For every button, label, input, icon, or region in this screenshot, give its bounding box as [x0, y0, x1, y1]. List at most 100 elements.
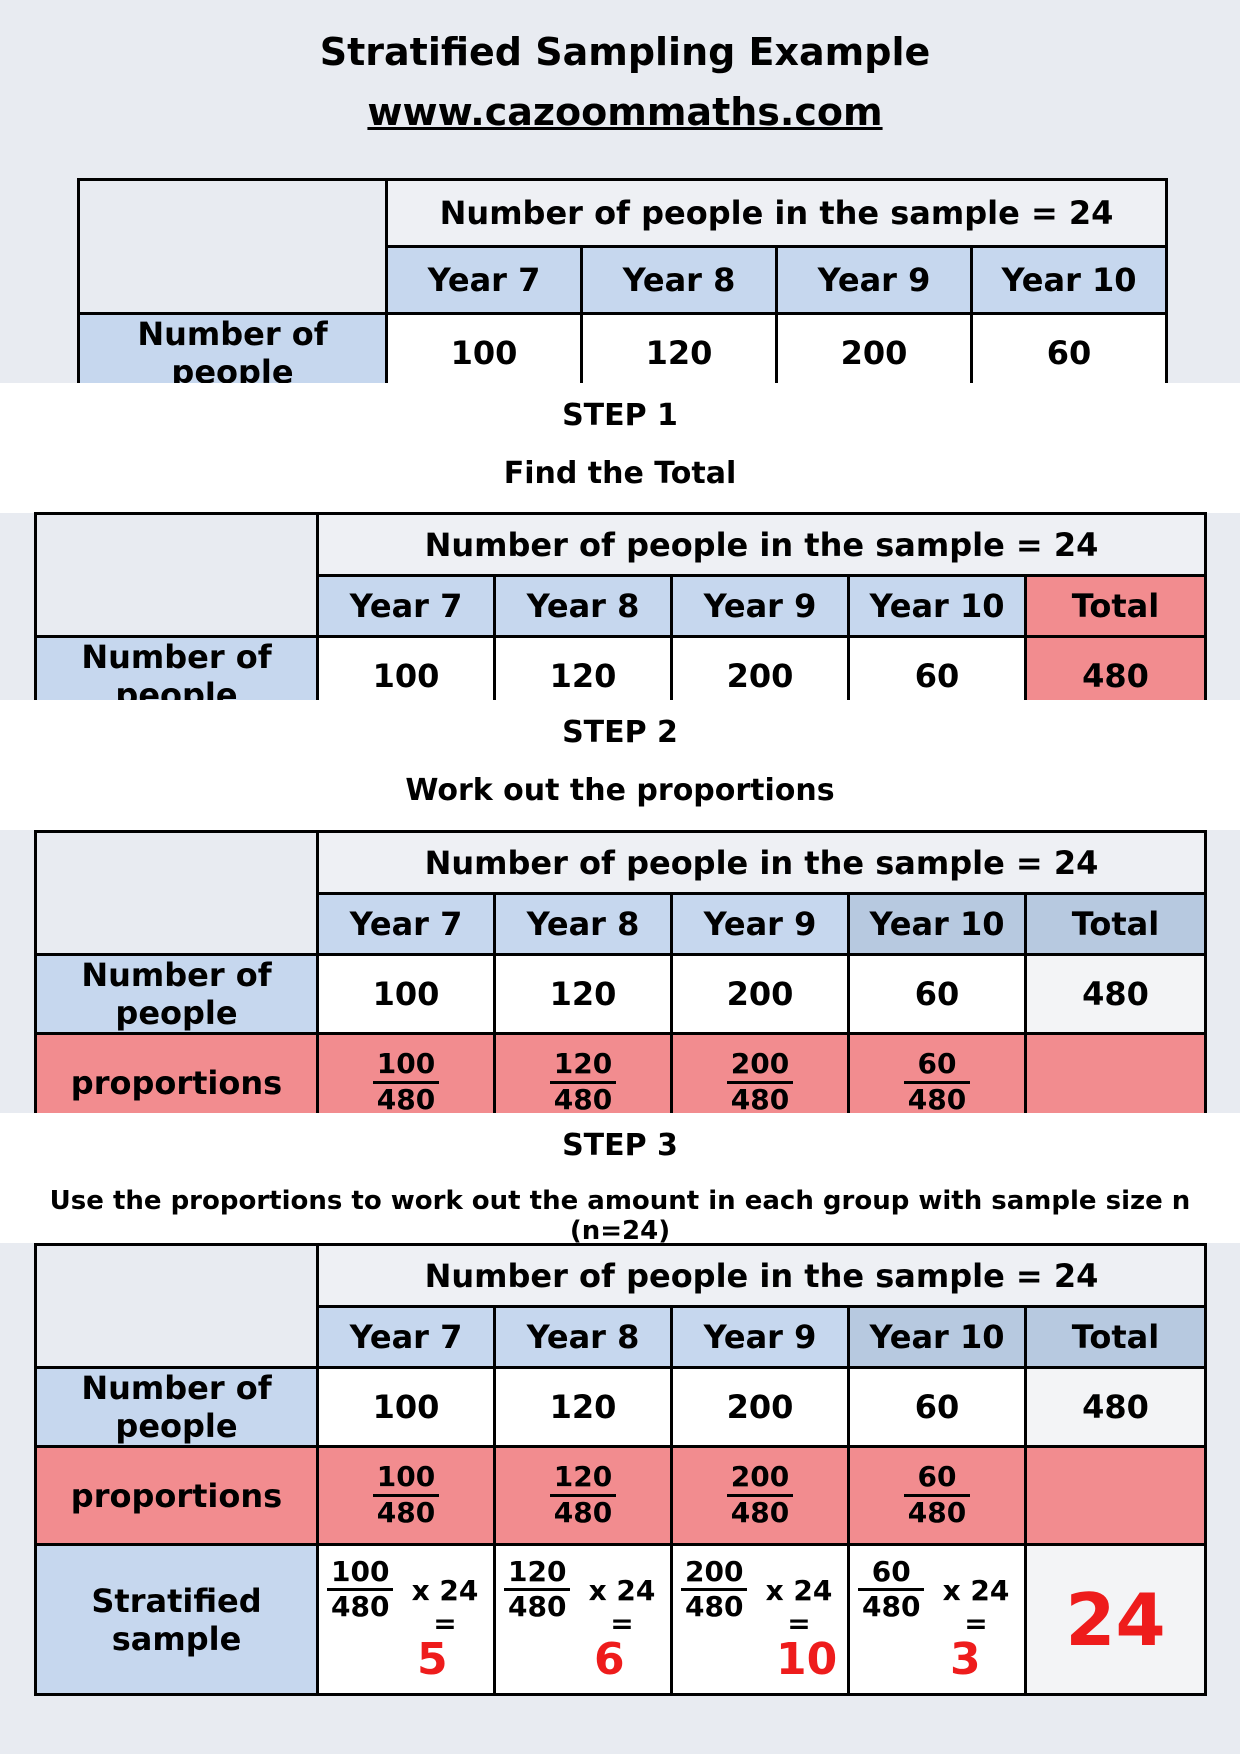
number-of-people-label: Number of people — [34, 1366, 319, 1448]
calc-numerator: 100 — [327, 1555, 394, 1592]
calc-denominator: 480 — [331, 1590, 390, 1624]
year-8-header: Year 8 — [580, 245, 778, 315]
proportion-numerator: 100 — [372, 1048, 440, 1084]
stratified-total: 24 — [1024, 1543, 1207, 1696]
proportion-numerator: 200 — [726, 1461, 794, 1497]
number-of-people-label: Number of people — [77, 312, 388, 394]
corner-cell — [34, 830, 319, 956]
page-title: Stratified Sampling Example — [319, 30, 931, 74]
people-year-9: 200 — [670, 953, 850, 1035]
stratified-result: 5 — [417, 1634, 448, 1685]
multiplier-text: x 24 = — [411, 1574, 479, 1640]
table-proportions: Number of people in the sample = 24 Year… — [34, 830, 1207, 1133]
sample-size-header: Number of people in the sample = 24 — [316, 512, 1207, 577]
proportions-label: proportions — [34, 1445, 319, 1546]
step-1-text: Find the Total — [503, 456, 737, 491]
proportion-year-8: 120 480 — [493, 1445, 673, 1546]
sample-size-header: Number of people in the sample = 24 — [384, 178, 1169, 248]
proportion-denominator: 480 — [376, 1495, 436, 1529]
people-year-10: 60 — [969, 312, 1169, 394]
proportion-numerator: 120 — [549, 1461, 617, 1497]
year-7-header: Year 7 — [385, 245, 583, 315]
proportion-numerator: 60 — [903, 1461, 971, 1497]
year-8-header: Year 8 — [493, 574, 673, 638]
year-8-header: Year 8 — [493, 892, 673, 956]
calc-numerator: 200 — [681, 1555, 748, 1592]
proportion-denominator: 480 — [553, 1082, 613, 1116]
year-7-header: Year 7 — [316, 574, 496, 638]
calc-numerator: 120 — [504, 1555, 571, 1592]
proportion-denominator: 480 — [730, 1082, 790, 1116]
proportion-numerator: 200 — [726, 1048, 794, 1084]
people-total: 480 — [1024, 1366, 1207, 1448]
step-3-label: STEP 3 — [562, 1128, 678, 1163]
proportion-year-10: 60 480 — [847, 1445, 1027, 1546]
multiplier-text: x 24 = — [765, 1574, 833, 1640]
year-9-header: Year 9 — [670, 1305, 850, 1369]
stratified-sample-label: Stratified sample — [34, 1543, 319, 1696]
proportion-numerator: 120 — [549, 1048, 617, 1084]
multiplier-text: x 24 = — [942, 1574, 1010, 1640]
people-year-9: 200 — [670, 1366, 850, 1448]
number-of-people-label: Number of people — [34, 953, 319, 1035]
people-year-10: 60 — [847, 1366, 1027, 1448]
calc-numerator: 60 — [858, 1555, 925, 1592]
calc-denominator: 480 — [508, 1590, 567, 1624]
total-header: Total — [1024, 574, 1207, 638]
proportion-denominator: 480 — [907, 1082, 967, 1116]
people-year-8: 120 — [493, 953, 673, 1035]
stratified-result: 10 — [776, 1634, 838, 1685]
table-stratified: Number of people in the sample = 24 Year… — [34, 1243, 1207, 1696]
step-2-text: Work out the proportions — [405, 773, 835, 808]
stratified-year-8: 120 480 x 24 = 6 — [493, 1543, 673, 1696]
people-year-8: 120 — [580, 312, 778, 394]
people-year-8: 120 — [493, 1366, 673, 1448]
year-7-header: Year 7 — [316, 892, 496, 956]
corner-cell — [77, 178, 388, 315]
sample-size-header: Number of people in the sample = 24 — [316, 1243, 1207, 1308]
year-7-header: Year 7 — [316, 1305, 496, 1369]
proportion-year-7: 100 480 — [316, 1445, 496, 1546]
people-year-7: 100 — [316, 953, 496, 1035]
people-year-7: 100 — [385, 312, 583, 394]
corner-cell — [34, 512, 319, 638]
corner-cell — [34, 1243, 319, 1369]
step-2-label: STEP 2 — [562, 715, 678, 750]
multiplier-text: x 24 = — [588, 1574, 656, 1640]
step-3-text: Use the proportions to work out the amou… — [49, 1186, 1191, 1246]
stratified-year-7: 100 480 x 24 = 5 — [316, 1543, 496, 1696]
year-10-header: Year 10 — [847, 574, 1027, 638]
people-year-7: 100 — [316, 1366, 496, 1448]
year-9-header: Year 9 — [670, 574, 850, 638]
calc-denominator: 480 — [685, 1590, 744, 1624]
total-header: Total — [1024, 1305, 1207, 1369]
website-link[interactable]: www.cazoommaths.com — [367, 90, 883, 134]
stratified-total-value: 24 — [1065, 1577, 1166, 1662]
stratified-result: 6 — [594, 1634, 625, 1685]
stratified-result: 3 — [950, 1634, 981, 1685]
year-10-header: Year 10 — [847, 892, 1027, 956]
year-9-header: Year 9 — [775, 245, 973, 315]
people-total: 480 — [1024, 953, 1207, 1035]
proportion-numerator: 100 — [372, 1461, 440, 1497]
step-2-band — [0, 700, 1240, 830]
stratified-year-10: 60 480 x 24 = 3 — [847, 1543, 1027, 1696]
sample-size-header: Number of people in the sample = 24 — [316, 830, 1207, 895]
proportion-denominator: 480 — [730, 1495, 790, 1529]
stratified-year-9: 200 480 x 24 = 10 — [670, 1543, 850, 1696]
step-3-band — [0, 1113, 1240, 1243]
year-8-header: Year 8 — [493, 1305, 673, 1369]
table-initial: Number of people in the sample = 24 Year… — [77, 178, 1169, 394]
proportion-numerator: 60 — [903, 1048, 971, 1084]
people-year-10: 60 — [847, 953, 1027, 1035]
step-1-label: STEP 1 — [562, 398, 678, 433]
proportion-denominator: 480 — [376, 1082, 436, 1116]
year-9-header: Year 9 — [670, 892, 850, 956]
year-10-header: Year 10 — [847, 1305, 1027, 1369]
proportion-year-9: 200 480 — [670, 1445, 850, 1546]
proportion-denominator: 480 — [907, 1495, 967, 1529]
proportion-denominator: 480 — [553, 1495, 613, 1529]
year-10-header: Year 10 — [969, 245, 1169, 315]
proportion-total-empty — [1024, 1445, 1207, 1546]
people-year-9: 200 — [775, 312, 973, 394]
